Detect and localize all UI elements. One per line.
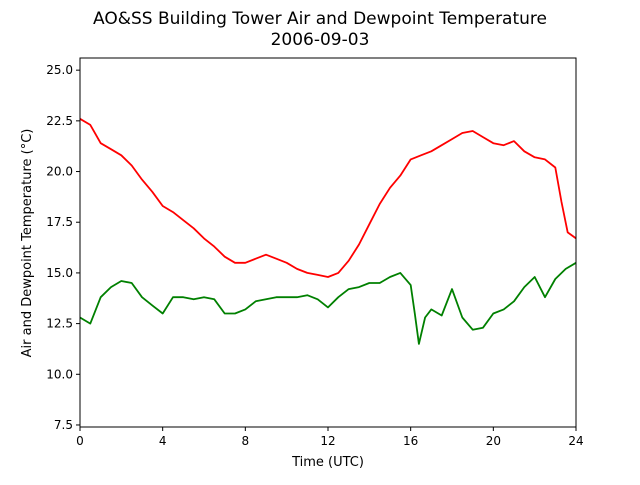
y-axis-label: Air and Dewpoint Temperature (°C) — [20, 129, 35, 358]
y-tick-label: 17.5 — [46, 215, 73, 229]
x-tick-label: 0 — [76, 434, 84, 448]
x-tick-label: 24 — [568, 434, 583, 448]
y-tick-label: 22.5 — [46, 114, 73, 128]
plot-frame — [79, 57, 577, 428]
x-tick-label: 16 — [403, 434, 418, 448]
y-tick-label: 7.5 — [54, 418, 73, 432]
series-line-0 — [79, 118, 577, 278]
y-tick-label: 12.5 — [46, 317, 73, 331]
chart-title: AO&SS Building Tower Air and Dewpoint Te… — [93, 9, 547, 29]
series-line-1 — [79, 262, 577, 345]
x-tick-label: 8 — [242, 434, 250, 448]
plot-lines — [79, 118, 577, 345]
chart-subtitle: 2006-09-03 — [271, 30, 370, 50]
y-tick-label: 15.0 — [46, 266, 73, 280]
x-tick-label: 20 — [486, 434, 501, 448]
x-tick-label: 4 — [159, 434, 167, 448]
y-tick-label: 25.0 — [46, 63, 73, 77]
y-tick-label: 10.0 — [46, 367, 73, 381]
y-tick-label: 20.0 — [46, 165, 73, 179]
y-axis-ticks: 7.5 10.0 12.5 15.0 17.5 20.0 22.5 25.0 — [46, 63, 80, 432]
x-tick-label: 12 — [320, 434, 335, 448]
x-axis-label: Time (UTC) — [291, 455, 364, 470]
x-axis-ticks: 0 4 8 12 16 20 24 — [76, 427, 584, 448]
